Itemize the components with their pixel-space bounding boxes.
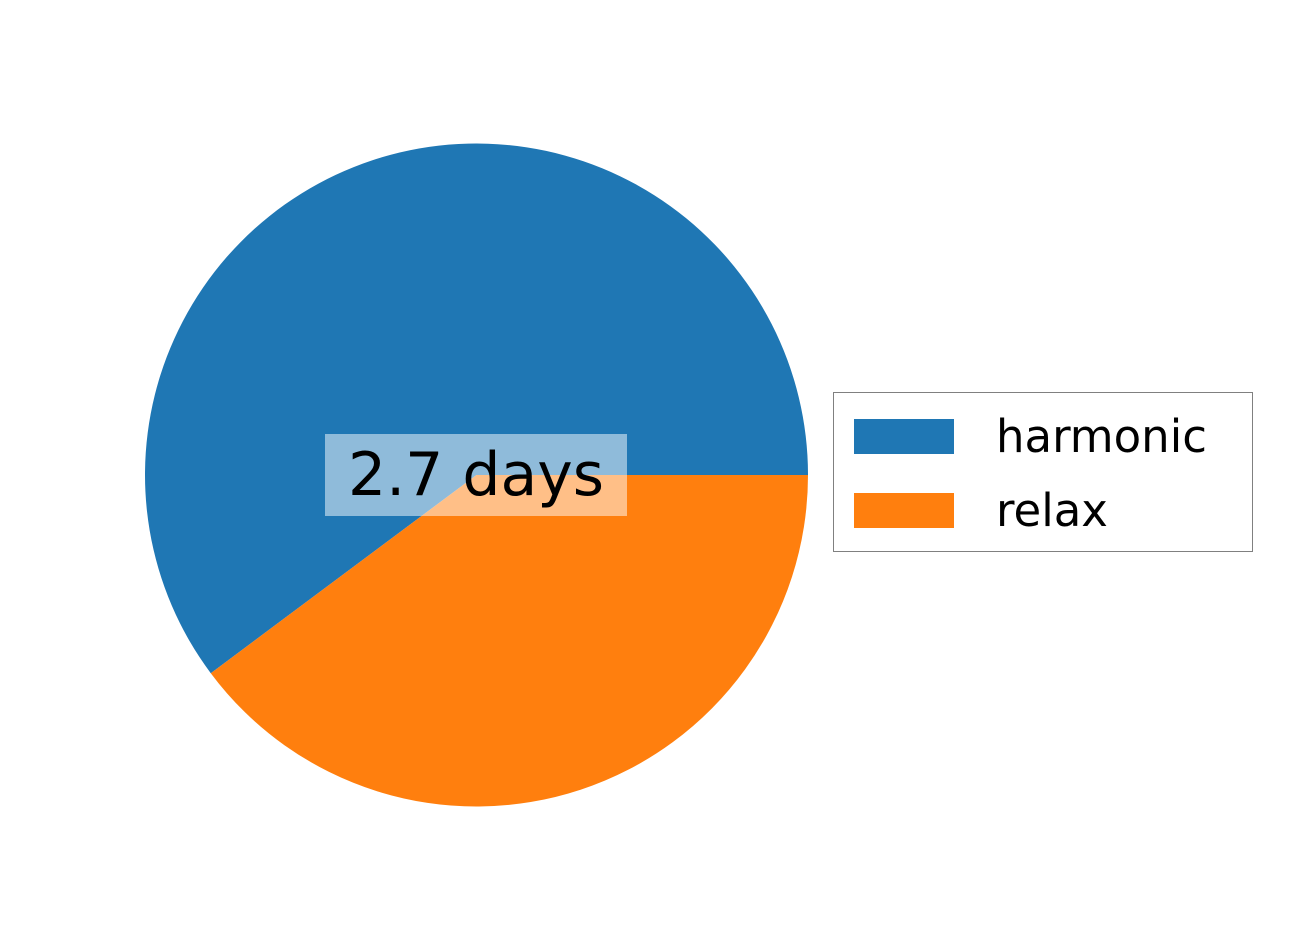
legend-entry-harmonic[interactable]: harmonic (854, 399, 1207, 473)
legend-label-harmonic: harmonic (996, 409, 1207, 463)
legend-label-relax: relax (996, 483, 1108, 537)
legend-swatch-harmonic (854, 418, 954, 454)
legend-entry-relax[interactable]: relax (854, 473, 1108, 547)
legend-swatch-relax (854, 492, 954, 528)
pie-wedge-relax[interactable] (210, 475, 808, 807)
chart-legend: harmonic relax (833, 392, 1253, 552)
pie-wedge-harmonic[interactable] (145, 143, 809, 674)
